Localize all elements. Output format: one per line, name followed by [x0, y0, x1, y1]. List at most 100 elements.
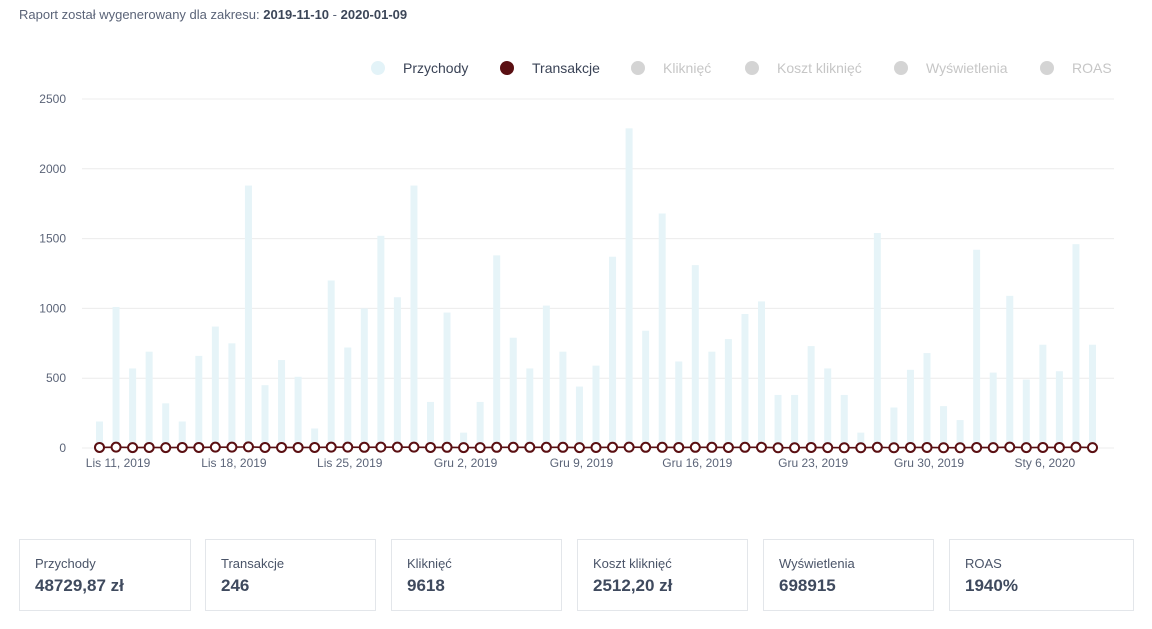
- transactions-point[interactable]: [689, 441, 701, 453]
- revenue-bar[interactable]: [1055, 371, 1063, 448]
- revenue-bar[interactable]: [724, 339, 732, 448]
- transactions-point[interactable]: [193, 441, 205, 453]
- transactions-point[interactable]: [276, 441, 288, 453]
- revenue-bar[interactable]: [609, 256, 617, 448]
- revenue-bar[interactable]: [625, 128, 633, 448]
- transactions-point[interactable]: [673, 441, 685, 453]
- transactions-point[interactable]: [127, 442, 139, 454]
- revenue-bar[interactable]: [1089, 344, 1096, 448]
- revenue-bar[interactable]: [857, 432, 865, 448]
- transactions-point[interactable]: [325, 441, 337, 453]
- revenue-bar[interactable]: [906, 369, 914, 448]
- revenue-bar[interactable]: [327, 280, 335, 448]
- revenue-bar[interactable]: [96, 421, 103, 448]
- revenue-bar[interactable]: [592, 365, 600, 448]
- revenue-bar[interactable]: [427, 401, 434, 448]
- revenue-bar[interactable]: [493, 255, 501, 448]
- revenue-bar[interactable]: [476, 401, 484, 448]
- revenue-bar[interactable]: [294, 376, 302, 448]
- revenue-bar[interactable]: [923, 353, 931, 448]
- transactions-point[interactable]: [143, 441, 155, 453]
- revenue-bar[interactable]: [261, 385, 269, 448]
- revenue-bar[interactable]: [112, 307, 120, 448]
- transactions-point[interactable]: [375, 441, 387, 453]
- revenue-bar[interactable]: [989, 372, 997, 448]
- revenue-bar[interactable]: [244, 185, 252, 448]
- transactions-point[interactable]: [855, 442, 867, 454]
- revenue-bar[interactable]: [741, 313, 749, 448]
- transactions-point[interactable]: [524, 441, 536, 453]
- revenue-bar[interactable]: [873, 233, 881, 448]
- revenue-bar[interactable]: [675, 361, 683, 448]
- revenue-bar[interactable]: [360, 308, 368, 448]
- transactions-point[interactable]: [342, 441, 354, 453]
- revenue-bar[interactable]: [1006, 295, 1014, 448]
- transactions-point[interactable]: [94, 441, 105, 453]
- revenue-bar[interactable]: [575, 386, 583, 448]
- transactions-point[interactable]: [259, 441, 271, 453]
- revenue-bar[interactable]: [542, 305, 550, 448]
- revenue-bar[interactable]: [311, 428, 319, 448]
- transactions-point[interactable]: [623, 441, 635, 453]
- transactions-point[interactable]: [226, 441, 238, 453]
- transactions-point[interactable]: [590, 441, 602, 453]
- revenue-bar[interactable]: [178, 421, 186, 448]
- transactions-point[interactable]: [822, 442, 834, 454]
- transactions-point[interactable]: [540, 441, 552, 453]
- transactions-point[interactable]: [458, 442, 470, 454]
- transactions-point[interactable]: [938, 442, 950, 454]
- revenue-bar[interactable]: [145, 351, 153, 448]
- revenue-bar[interactable]: [890, 407, 898, 448]
- revenue-bar[interactable]: [443, 312, 451, 448]
- transactions-point[interactable]: [739, 441, 751, 453]
- revenue-bar[interactable]: [278, 360, 286, 448]
- transactions-point[interactable]: [557, 441, 569, 453]
- transactions-point[interactable]: [1037, 441, 1049, 453]
- revenue-bar[interactable]: [940, 406, 948, 448]
- legend-item-6[interactable]: ROAS: [1040, 60, 1112, 76]
- transactions-point[interactable]: [656, 441, 668, 453]
- transactions-point[interactable]: [242, 441, 254, 453]
- legend-item-3[interactable]: Kliknięć: [631, 60, 711, 76]
- legend-item-4[interactable]: Koszt kliknięć: [745, 60, 862, 76]
- transactions-point[interactable]: [309, 441, 321, 453]
- transactions-point[interactable]: [1020, 442, 1032, 454]
- transactions-point[interactable]: [1004, 441, 1016, 453]
- revenue-bar[interactable]: [377, 235, 385, 448]
- revenue-bar[interactable]: [824, 368, 832, 448]
- revenue-bar[interactable]: [758, 301, 765, 448]
- transactions-point[interactable]: [772, 442, 784, 454]
- transactions-point[interactable]: [491, 441, 503, 453]
- revenue-bar[interactable]: [840, 394, 848, 448]
- transactions-point[interactable]: [722, 441, 734, 453]
- revenue-bar[interactable]: [791, 394, 799, 448]
- revenue-bar[interactable]: [807, 346, 815, 448]
- transactions-point[interactable]: [954, 442, 966, 454]
- transactions-point[interactable]: [358, 441, 370, 453]
- revenue-bar[interactable]: [509, 337, 517, 448]
- transactions-point[interactable]: [987, 442, 999, 454]
- transactions-point[interactable]: [789, 442, 801, 454]
- transactions-point[interactable]: [1070, 441, 1082, 453]
- transactions-point[interactable]: [441, 441, 453, 453]
- transactions-point[interactable]: [292, 441, 304, 453]
- transactions-point[interactable]: [507, 441, 519, 453]
- transactions-point[interactable]: [871, 441, 883, 453]
- transactions-point[interactable]: [474, 442, 486, 454]
- transactions-point[interactable]: [110, 441, 122, 453]
- revenue-bar[interactable]: [211, 326, 219, 448]
- legend-item-5[interactable]: Wyświetlenia: [894, 60, 1008, 76]
- transactions-point[interactable]: [971, 441, 983, 453]
- revenue-bar[interactable]: [1039, 344, 1047, 448]
- revenue-bar[interactable]: [956, 420, 964, 448]
- transactions-point[interactable]: [607, 441, 619, 453]
- revenue-bar[interactable]: [658, 213, 666, 448]
- transactions-point[interactable]: [425, 441, 436, 453]
- legend-item-2[interactable]: Transakcje: [500, 60, 600, 76]
- transactions-point[interactable]: [921, 441, 933, 453]
- transactions-point[interactable]: [706, 441, 718, 453]
- transactions-point[interactable]: [805, 441, 817, 453]
- transactions-point[interactable]: [1053, 441, 1065, 453]
- transactions-point[interactable]: [573, 442, 585, 454]
- revenue-bar[interactable]: [1072, 244, 1080, 448]
